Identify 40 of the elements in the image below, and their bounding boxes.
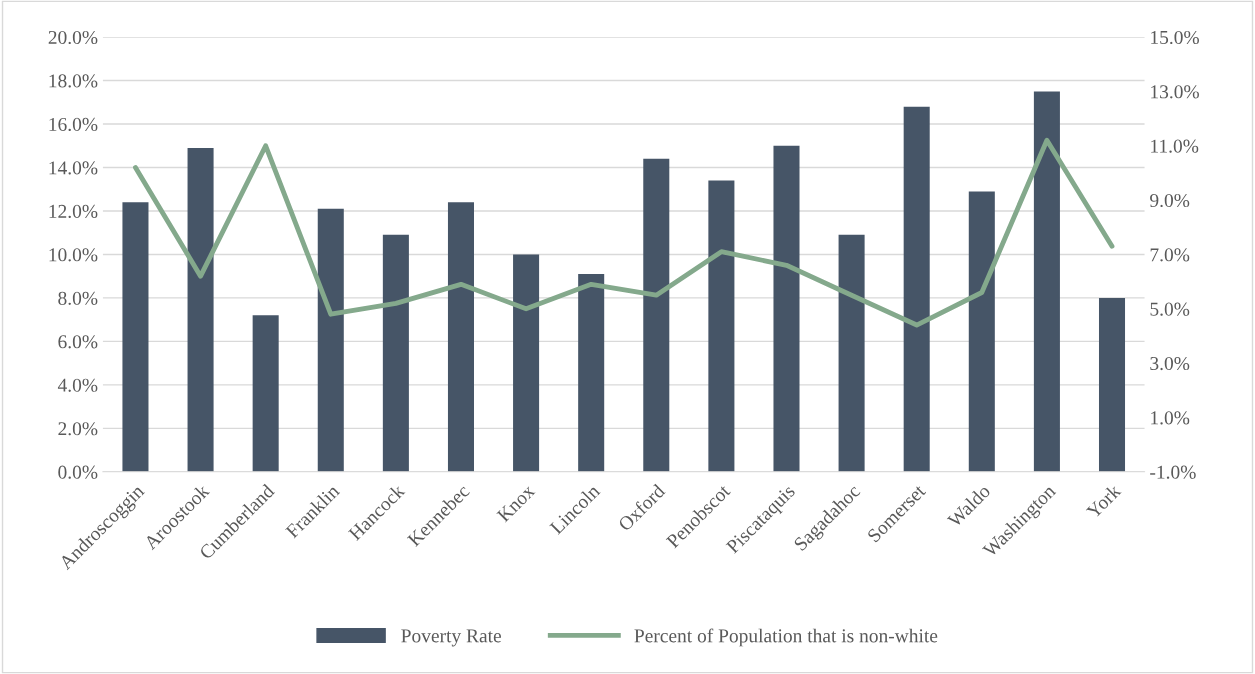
y2-tick-label: 15.0% xyxy=(1151,30,1199,45)
y2-tick-label: 1.0% xyxy=(1151,411,1190,425)
line-series xyxy=(133,137,1115,328)
bar xyxy=(382,234,409,472)
bar xyxy=(643,158,670,472)
bar xyxy=(187,147,214,472)
bar xyxy=(1098,297,1126,472)
bar xyxy=(578,274,605,472)
bar xyxy=(122,202,149,472)
bar xyxy=(447,202,474,472)
bar xyxy=(773,145,800,472)
bar xyxy=(708,180,735,472)
y-tick-label: 0.0% xyxy=(58,465,98,479)
y-tick-label: 4.0% xyxy=(57,378,98,392)
y-tick-label: 14.0% xyxy=(49,161,98,175)
y2-tick-label: 5.0% xyxy=(1150,302,1190,316)
y-tick-label: 16.0% xyxy=(49,117,98,132)
y2-tick-label: 11.0% xyxy=(1151,139,1199,153)
y-tick-label: 8.0% xyxy=(58,291,98,305)
bar xyxy=(252,315,279,472)
y-tick-label: 10.0% xyxy=(49,248,98,262)
y2-tick-label: 13.0% xyxy=(1151,85,1199,99)
y2-tick-label: -1.0% xyxy=(1150,465,1196,479)
y-tick-label: 18.0% xyxy=(49,74,98,88)
bar xyxy=(903,106,930,472)
bar xyxy=(968,191,995,472)
bar xyxy=(1033,91,1060,472)
bar xyxy=(317,208,344,472)
legend-label: Poverty Rate xyxy=(401,629,501,647)
bar xyxy=(513,254,540,472)
bar xyxy=(838,234,865,472)
y-tick-label: 12.0% xyxy=(49,204,98,218)
y-tick-label: 2.0% xyxy=(58,422,98,436)
y2-tick-label: 9.0% xyxy=(1150,193,1190,208)
y-tick-label: 6.0% xyxy=(58,335,98,349)
y2-tick-label: 7.0% xyxy=(1150,248,1190,262)
legend-label: Percent of Population that is non-white xyxy=(634,628,938,647)
y2-tick-label: 3.0% xyxy=(1150,356,1190,371)
x-tick-label: York xyxy=(1085,482,1122,520)
y-tick-label: 20.0% xyxy=(48,30,98,45)
